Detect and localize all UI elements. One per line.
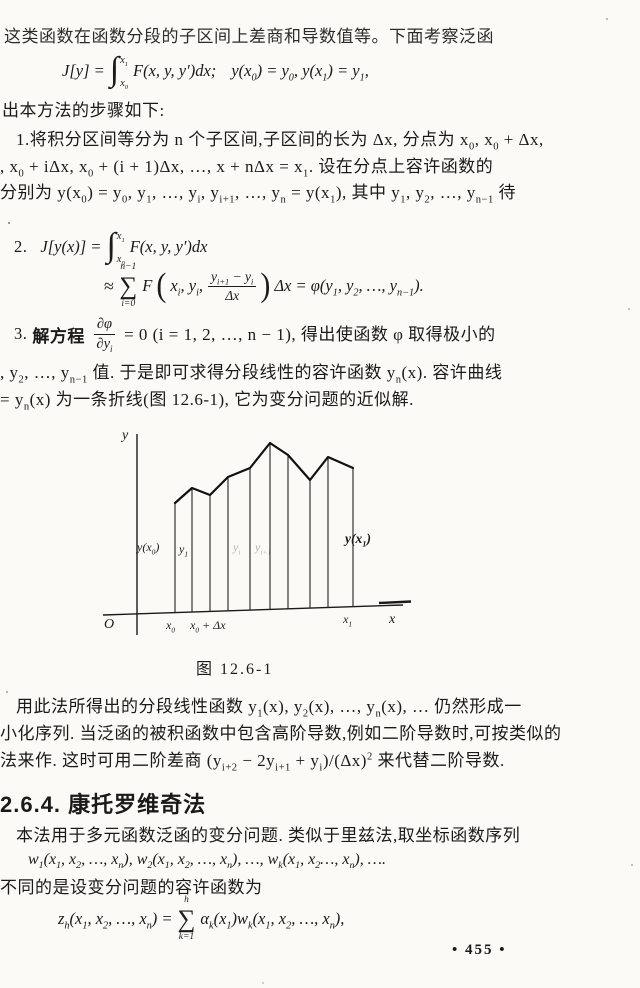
figure-caption: 图 12.6-1 <box>196 661 274 678</box>
step3-post-text: = 0 (i = 1, 2, …, n − 1), 得出使函数 φ 取得极小的 <box>124 324 496 344</box>
section-heading: 2.6.4. 康托罗维奇法 <box>0 792 207 817</box>
label-y-x1: y(x1) <box>345 531 371 549</box>
integral-J: ∫ x1 x0 <box>109 51 128 92</box>
step1-line1: 1.将积分区间等分为 n 个子区间,子区间的长为 Δx, 分点为 x0, x0 … <box>16 130 544 153</box>
figure-12-6-1: y O y(x0) y1 yi yi+1 y(x1) x0 x0 + Δx x1… <box>95 428 425 650</box>
open-paren: ( <box>156 266 167 304</box>
step2-tail: Δx = φ(y1, y2, …, yn−1). <box>274 276 424 299</box>
integral-upper-limit: x1 <box>120 55 128 69</box>
label-x0: x0 <box>166 618 176 635</box>
summation-step2: n−1 ∑ i=0 <box>119 262 138 309</box>
step2-formula-row1: 2. J[y(x)] = ∫ x1 x0 F(x, y, y′)dx <box>14 227 208 268</box>
scan-noise <box>8 222 10 224</box>
label-y-x0: y(x0) <box>137 540 160 557</box>
difference-quotient-fraction: yi+1 − yi Δx <box>208 269 257 303</box>
fraction-numerator: ∂φ <box>93 316 116 335</box>
step3-pre-text: 解方程 <box>32 326 85 346</box>
step3-line2: , y2, …, yn−1 值. 于是即可求得分段线性的容许函数 yn(x). … <box>0 363 503 386</box>
partial-derivative-fraction: ∂φ ∂yi <box>93 316 116 354</box>
step1-line3: 分别为 y(x0) = y0, y1, …, yi, yi+1, …, yn =… <box>0 183 517 206</box>
integral-sign: ∫ <box>109 51 120 88</box>
label-yi-plus-1: yi+1 <box>255 540 272 557</box>
summation-z: h ∑ k=1 <box>177 895 196 942</box>
step2-func: F <box>142 276 153 295</box>
para-after-line2: 小化序列. 当泛函的被积函数中包含高阶导数,例如二阶导数时,可按类似的 <box>0 724 562 743</box>
formula-J-lhs: J[y] = <box>62 61 105 80</box>
step2-formula-row2: ≈ n−1 ∑ i=0 F ( xi, yi, yi+1 − yi Δx ) Δ… <box>104 262 424 309</box>
integral-lower-limit: x0 <box>116 254 125 268</box>
para-after-line1: 用此法所得出的分段线性函数 y1(x), y2(x), …, yn(x), … … <box>16 697 522 720</box>
page-number: • 455 • <box>452 942 507 958</box>
integral-step2: ∫ x1 x0 <box>106 227 125 268</box>
sum-upper-limit: h <box>184 895 189 905</box>
label-y1: y1 <box>179 542 189 559</box>
x-axis-label: x <box>389 612 396 627</box>
formula-J-boundary-conditions: y(x0) = y0, y(x1) = y1, <box>231 61 369 84</box>
step1-line2: , x0 + iΔx, x0 + (i + 1)Δx, …, x + nΔx =… <box>0 157 494 180</box>
kantorovich-formula: zh(x1, x2, …, xn) = h ∑ k=1 αk(x1)wk(x1,… <box>58 895 345 942</box>
formula-z-lhs: zh(x1, x2, …, xn) = <box>58 909 173 932</box>
sum-lower-limit: k=1 <box>178 931 195 942</box>
formula-z-rhs: αk(x1)wk(x1, x2, …, xn), <box>200 909 345 932</box>
formula-J-integrand: F(x, y, y′)dx; <box>133 61 217 80</box>
step2-label: 2. <box>14 237 28 256</box>
step2-integrand: F(x, y, y′)dx <box>129 237 208 256</box>
y-axis-label: y <box>122 428 129 443</box>
close-paren: ) <box>260 266 271 304</box>
step2-lhs: J[y(x)] = <box>40 237 102 256</box>
section-para1: 本法用于多元函数泛函的变分问题. 类似于里兹法,取坐标函数序列 <box>16 826 521 845</box>
integral-sign: ∫ <box>106 227 116 264</box>
integral-lower-limit: x0 <box>120 78 128 92</box>
fraction-denominator: Δx <box>225 287 240 303</box>
x-axis <box>102 604 404 616</box>
sum-lower-limit: i=0 <box>121 298 136 309</box>
intro-line: 这类函数在函数分段的子区间上差商和导数值等。下面考察泛函 <box>4 27 494 46</box>
label-yi: yi <box>233 540 241 557</box>
step3-formula-row: 3. 解方程 ∂φ ∂yi = 0 (i = 1, 2, …, n − 1), … <box>14 316 496 354</box>
label-x1: x1 <box>343 612 353 629</box>
coordinate-function-sequence: w1(x1, x2, …, xn), w2(x1, x2, …, xn), …,… <box>28 851 386 872</box>
step3-label: 3. <box>14 324 28 344</box>
sum-sign: ∑ <box>119 272 138 300</box>
fraction-denominator: ∂yi <box>96 335 113 354</box>
origin-label: O <box>104 617 115 632</box>
approx-sign: ≈ <box>104 275 115 296</box>
functional-formula: J[y] = ∫ x1 x0 F(x, y, y′)dx; y(x0) = y0… <box>62 51 369 92</box>
fraction-numerator: yi+1 − yi <box>208 269 257 287</box>
section-para2: 不同的是设变分问题的容许函数为 <box>0 878 263 897</box>
step3-line3: = yn(x) 为一条折线(图 12.6-1), 它为变分问题的近似解. <box>0 390 414 413</box>
sum-upper-limit: n−1 <box>120 262 137 272</box>
para-after-line3: 法来作. 这时可用二阶差商 (yi+2 − 2yi+1 + yi)/(Δx)2 … <box>0 751 505 774</box>
steps-lead-line: 出本方法的步骤如下: <box>2 101 165 120</box>
figure-svg <box>102 434 412 635</box>
integral-upper-limit: x1 <box>116 231 125 245</box>
piecewise-linear-curve <box>173 441 355 505</box>
sum-sign: ∑ <box>177 905 196 933</box>
step2-args: xi, yi, <box>170 276 204 299</box>
label-x0-plus-dx: x0 + Δx <box>190 618 226 635</box>
x-axis-arrow <box>378 600 412 605</box>
